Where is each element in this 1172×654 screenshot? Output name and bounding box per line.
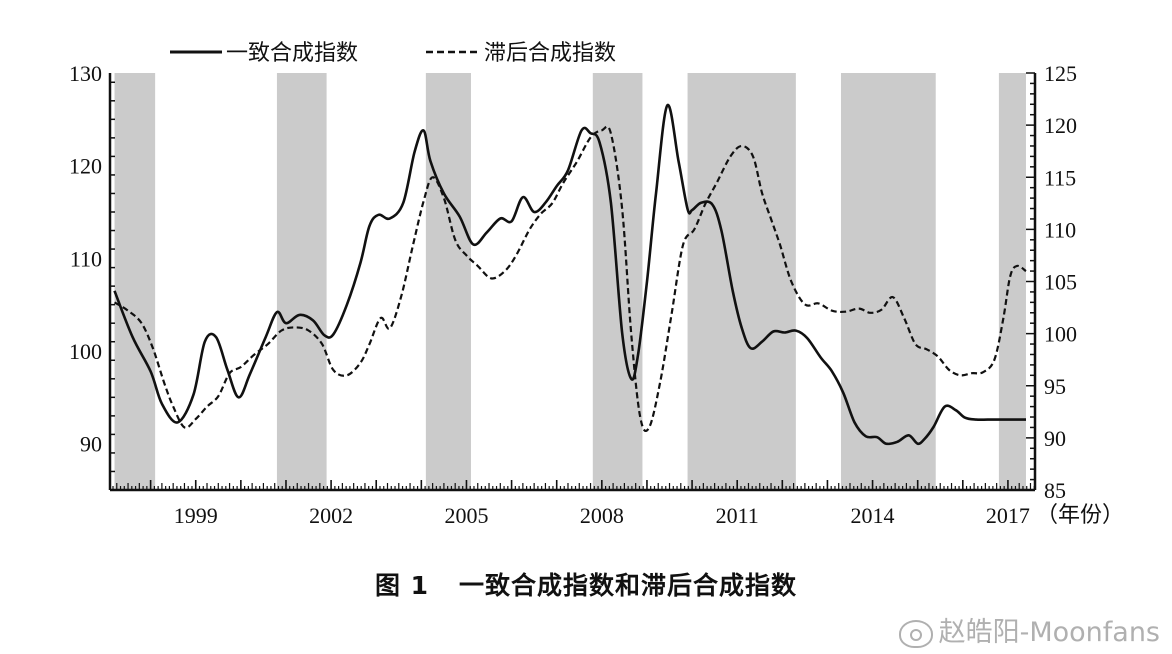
figure-title: 一致合成指数和滞后合成指数 [459,571,798,600]
right-tick-label: 95 [1044,374,1066,399]
chart-svg: 90 100 110 120 130 85 90 95 100 105 110 115 120 125 19… [69,41,1124,528]
left-tick-label: 130 [69,61,102,86]
shaded-period-6 [998,73,1026,490]
right-tick-label: 115 [1044,165,1076,190]
right-tick-label: 110 [1044,217,1076,242]
legend-label-lagging: 滞后合成指数 [484,41,616,66]
figure-number: 图 1 [374,571,430,600]
shaded-period-0 [114,73,156,490]
weibo-watermark: 赵皓阳-Moonfans [898,610,1160,649]
right-tick-label: 105 [1044,270,1077,295]
legend-label-coincident: 一致合成指数 [226,41,358,66]
right-tick-label: 100 [1044,322,1077,347]
left-tick-label: 100 [69,339,102,364]
left-tick-label: 110 [70,246,102,271]
x-tick-label: 2014 [851,503,895,528]
x-tick-label: 2002 [309,503,353,528]
x-tick-label: 2017 [986,503,1030,528]
shaded-period-2 [425,73,471,490]
shaded-periods [114,73,1026,490]
x-tick-label: 2005 [444,503,488,528]
series-lines [113,104,1027,446]
left-tick-label: 120 [69,154,102,179]
axis-ticks: 90 100 110 120 130 85 90 95 100 105 110 115 120 125 19… [69,61,1077,528]
x-tick-label: 2008 [580,503,624,528]
right-tick-label: 85 [1044,478,1066,503]
shaded-period-1 [276,73,327,490]
right-tick-label: 125 [1044,61,1077,86]
x-tick-label: 2011 [716,503,759,528]
right-tick-label: 120 [1044,113,1077,138]
weibo-logo-icon [898,619,933,648]
x-tick-label: 1999 [174,503,218,528]
x-axis-unit-label: （年份） [1036,503,1124,528]
shaded-period-5 [840,73,936,490]
left-tick-label: 90 [80,432,102,457]
series-line-coincident [113,104,1026,446]
figure-caption: 图 1 一致合成指数和滞后合成指数 [0,566,1172,602]
watermark-text: 赵皓阳-Moonfans [938,617,1160,648]
series-line-lagging [113,125,1027,433]
shaded-period-4 [687,73,796,490]
legend: 一致合成指数 滞后合成指数 [170,41,616,66]
right-tick-label: 90 [1044,426,1066,451]
